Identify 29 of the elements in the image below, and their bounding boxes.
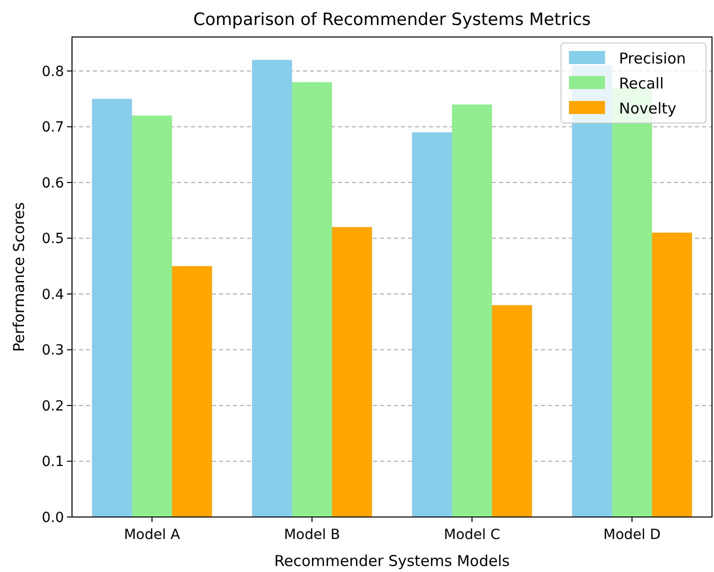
y-tick-label: 0.0	[42, 510, 64, 526]
bar	[332, 227, 372, 517]
bar	[292, 82, 332, 517]
y-tick-label: 0.4	[42, 286, 64, 303]
x-tick-label: Model B	[284, 527, 340, 543]
y-tick-label: 0.3	[42, 342, 64, 359]
bar	[452, 104, 492, 517]
x-tick-label: Model C	[444, 527, 500, 543]
legend-label: Novelty	[619, 99, 677, 118]
legend-label: Precision	[619, 49, 686, 68]
bar	[172, 266, 212, 517]
x-axis-title: Recommender Systems Models	[274, 552, 510, 570]
bar	[492, 305, 532, 517]
bar	[92, 98, 132, 517]
y-tick-label: 0.5	[42, 231, 64, 248]
bar	[132, 116, 172, 517]
bar	[252, 60, 292, 517]
y-tick-label: 0.6	[42, 175, 64, 192]
legend-label: Recall	[619, 74, 664, 92]
bar	[412, 132, 452, 517]
x-tick-label: Model D	[603, 527, 661, 543]
y-tick-label: 0.7	[42, 120, 64, 136]
y-tick-label: 0.8	[42, 64, 64, 80]
y-axis-title: Performance Scores	[10, 202, 28, 352]
x-tick-label: Model A	[124, 527, 180, 543]
bar	[652, 232, 692, 517]
y-tick-label: 0.2	[42, 398, 64, 414]
y-tick-label: 0.1	[42, 454, 64, 470]
chart-title: Comparison of Recommender Systems Metrics	[193, 10, 591, 30]
